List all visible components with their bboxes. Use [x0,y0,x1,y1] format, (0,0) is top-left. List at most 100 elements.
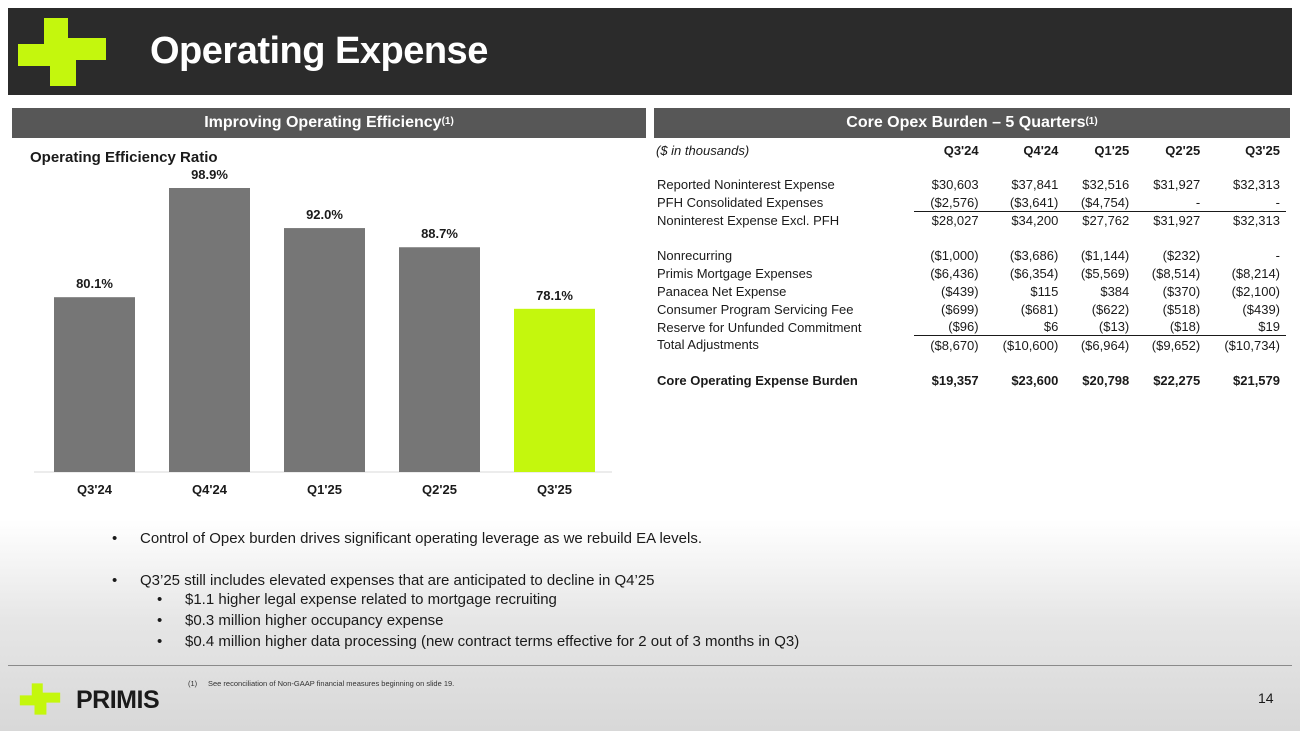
row-label: Nonrecurring [657,248,733,264]
table-cell: ($2,576) [913,193,985,212]
table-cell: $19,357 [931,372,979,388]
table-cell: $30,603 [931,177,979,193]
row-label: Reported Noninterest Expense [657,177,835,193]
chart-title: Operating Efficiency Ratio [30,149,218,166]
table-cell: - [1206,193,1286,212]
table-cell: $37,841 [1011,177,1059,193]
footnote: (1) See reconciliation of Non-GAAP financ… [188,679,454,688]
sub-bullet-item: • $1.1 higher legal expense related to mo… [157,591,557,608]
page-number: 14 [1258,690,1274,706]
table-spacer-row [652,229,1286,247]
table-cell: ($6,964) [1080,337,1130,353]
table-cell: ($622) [1091,301,1130,317]
opex-table: ($ in thousands) Q3'24 Q4'24 Q1'25 Q2'25 Q3'… [652,142,1286,389]
right-heading-footnote: (1) [1085,115,1098,127]
data-label: 92.0% [306,207,343,222]
table-row: Panacea Net Expense ($439) $115 $384 ($370) (… [652,283,1286,301]
table-header-row: ($ in thousands) Q3'24 Q4'24 Q1'25 Q2'25 Q3'… [652,142,1286,158]
data-label: 78.1% [536,288,573,303]
table-cell: ($232) [1162,248,1201,264]
bar-3 [399,247,480,472]
left-section-heading: Improving Operating Efficiency (1) [12,108,646,138]
table-row: Reserve for Unfunded Commitment ($96) $6 ($… [652,318,1286,337]
right-heading-text: Core Opex Burden – 5 Quarters [846,114,1086,131]
bar-4 [514,308,595,472]
table-spacer-row [652,354,1286,372]
column-header: Q4'24 [1023,142,1059,158]
row-label: Noninterest Expense Excl. PFH [657,212,840,228]
table-cell: $28,027 [931,213,979,229]
footnote-number: (1) [188,679,198,688]
table-cell: ($3,686) [1009,248,1059,264]
table-cell: ($6,436) [930,266,979,282]
bullet-item: • Control of Opex burden drives significa… [112,530,702,547]
table-cell: $19 [1206,318,1286,337]
footer-brand-name: PRIMIS [76,686,160,714]
sub-bullet-item: • $0.4 million higher data processing (ne… [157,633,799,650]
column-header: Q2'25 [1165,142,1201,158]
bar-0 [54,297,135,472]
row-label: Core Operating Expense Burden [657,372,858,388]
table-cell: $115 [1030,283,1059,299]
table-row: Reported Noninterest Expense $30,603 $37,8… [652,176,1286,194]
table-cell: ($2,100) [1231,283,1280,299]
page-title: Operating Expense [150,30,488,72]
column-header: Q1'25 [1094,142,1130,158]
left-heading-footnote: (1) [441,115,454,127]
category-tick-label: Q4'24 [192,482,228,497]
bullet-text: Control of Opex burden drives significan… [140,530,702,547]
bullet-marker: • [157,633,163,650]
table-row: Primis Mortgage Expenses ($6,436) ($6,354)… [652,265,1286,283]
row-label: Panacea Net Expense [657,283,787,299]
table-cell: ($1,000) [930,248,979,264]
row-label: Total Adjustments [657,337,759,353]
right-section-heading: Core Opex Burden – 5 Quarters (1) [654,108,1290,138]
table-cell: ($1,144) [1080,248,1130,264]
primis-footer-logo-icon [19,683,61,715]
left-heading-text: Improving Operating Efficiency [204,114,442,131]
bullet-marker: • [157,591,163,608]
table-cell: ($6,354) [1009,266,1059,282]
table-cell: $6 [984,318,1065,337]
data-label: 88.7% [421,226,458,241]
data-label: 80.1% [76,276,113,291]
footnote-text: See reconciliation of Non-GAAP financial… [208,679,455,688]
row-label: PFH Consolidated Expenses [657,194,824,210]
column-header: Q3'24 [943,142,979,158]
bullet-item: • Q3’25 still includes elevated expenses … [112,572,655,589]
bullet-marker: • [157,612,163,629]
bullet-text: Q3’25 still includes elevated expenses t… [140,572,655,589]
table-cell: ($681) [1020,301,1059,317]
table-cell: - [1275,248,1280,264]
table-cell: ($439) [1242,301,1280,317]
column-header: Q3'25 [1245,142,1280,158]
table-cell: ($518) [1162,301,1201,317]
table-cell: ($699) [941,301,979,317]
primis-logo-icon [18,18,106,86]
table-cell: ($370) [1162,283,1201,299]
table-row: Core Operating Expense Burden $19,357 $23,… [652,372,1286,390]
footer-divider [8,665,1292,666]
row-label: Consumer Program Servicing Fee [657,301,854,317]
table-cell: ($8,670) [930,337,979,353]
sub-bullet-text: $1.1 higher legal expense related to mor… [185,591,557,608]
table-cell: $27,762 [1082,213,1130,229]
efficiency-bar-chart: 80.1% Q3'24 98.9% Q4'24 92.0% Q1'25 88.7% Q2'25… [34,170,612,497]
table-cell: ($13) [1064,318,1136,337]
bullet-marker: • [112,572,118,589]
table-cell: $31,927 [1153,177,1201,193]
header-bar: Operating Expense [8,8,1292,95]
table-cell: $34,200 [1011,213,1059,229]
table-cell: $22,275 [1153,372,1201,388]
table-cell: ($5,569) [1080,266,1130,282]
bar-2 [284,228,365,472]
category-tick-label: Q1'25 [307,482,342,497]
table-cell: $20,798 [1082,372,1130,388]
units-label: ($ in thousands) [656,142,750,158]
table-cell: ($96) [913,318,985,337]
table-cell: $32,516 [1082,177,1130,193]
sub-bullet-text: $0.3 million higher occupancy expense [185,612,444,629]
table-row: PFH Consolidated Expenses ($2,576) ($3,641… [652,193,1286,212]
row-label: Reserve for Unfunded Commitment [657,319,862,335]
table-cell: ($8,514) [1151,266,1201,282]
